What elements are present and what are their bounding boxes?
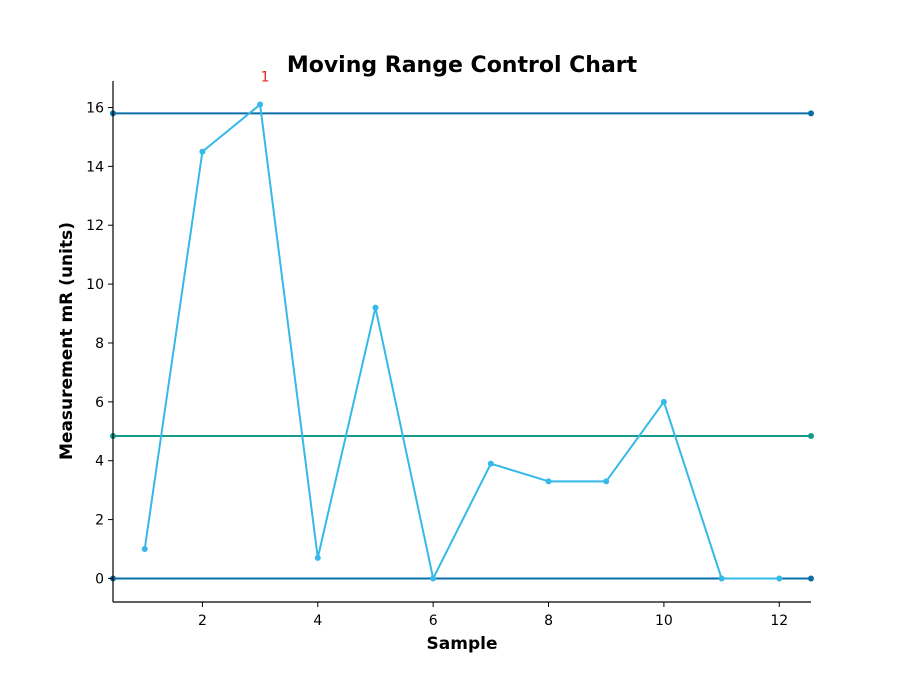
x-axis-label: Sample [427, 634, 498, 654]
data-point [487, 460, 494, 467]
y-tick-label: 12 [86, 218, 104, 234]
y-tick-label: 6 [95, 395, 104, 411]
y-tick-label: 8 [95, 336, 104, 352]
series-line [143, 103, 780, 580]
data-point [141, 546, 148, 553]
data-point [545, 478, 552, 485]
out-of-control-annotation: 1 [261, 70, 270, 86]
data-point [199, 148, 206, 155]
x-tick-label: 2 [198, 613, 207, 629]
data-point [660, 398, 667, 405]
y-tick-label: 2 [95, 513, 104, 529]
plot-area: 2 4 6 8 10 12 0 2 4 6 8 10 12 14 16 1 [86, 70, 814, 629]
x-tick-label: 12 [770, 613, 788, 629]
data-point [776, 575, 783, 582]
y-tick-label: 16 [86, 100, 104, 116]
y-tick-label: 0 [95, 571, 104, 587]
lcl-line-marker-right [808, 575, 814, 582]
chart-title: Moving Range Control Chart [287, 53, 638, 78]
data-point [314, 554, 321, 561]
data-point [372, 304, 379, 311]
center-line-marker-right [808, 432, 814, 439]
y-tick-label: 4 [95, 454, 104, 470]
data-point [718, 575, 725, 582]
y-tick-label: 10 [86, 277, 104, 293]
x-tick-label: 4 [313, 613, 322, 629]
data-point [430, 575, 437, 582]
x-tick-label: 6 [429, 613, 438, 629]
y-axis-label: Measurement mR (units) [57, 222, 77, 460]
y-tick-label: 14 [86, 159, 104, 175]
x-tick-label: 8 [544, 613, 553, 629]
data-point [603, 478, 610, 485]
x-tick-label: 10 [655, 613, 673, 629]
ucl-line-marker-right [808, 110, 814, 117]
data-point [257, 101, 264, 108]
